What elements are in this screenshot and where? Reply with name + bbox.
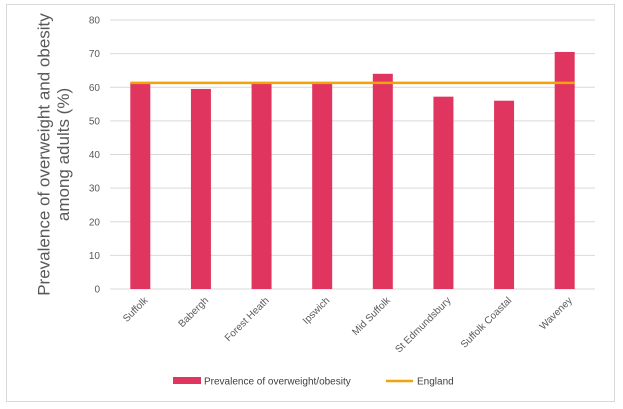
x-tick-label: St Edmundsbury <box>393 295 453 355</box>
x-tick-label: Mid Suffolk <box>350 295 393 338</box>
bar <box>494 100 515 289</box>
y-tick-label: 0 <box>94 285 100 296</box>
y-tick-label: 10 <box>89 251 101 262</box>
legend-label: Prevalence of overweight/obesity <box>204 377 351 388</box>
x-axis-ticks: Suffolk Babergh Forest Heath Ipswich Mid Suf… <box>121 295 575 356</box>
y-tick-label: 60 <box>89 83 101 94</box>
y-axis-label-line: among adults (%) <box>54 88 73 221</box>
y-tick-label: 50 <box>89 116 101 127</box>
y-tick-label: 80 <box>89 16 101 27</box>
y-tick-label: 20 <box>89 217 101 228</box>
y-tick-label: 40 <box>89 150 101 161</box>
y-axis-label: Prevalence of overweight and obesityamon… <box>35 13 74 296</box>
bar <box>190 88 211 290</box>
y-axis-ticks: 0 10 20 30 40 50 60 70 80 <box>89 16 101 296</box>
x-tick-label: Forest Heath <box>223 295 272 344</box>
y-axis-title: Prevalence of overweight and obesityamon… <box>35 13 74 296</box>
gridlines <box>110 19 595 290</box>
y-tick-label: 70 <box>89 49 101 60</box>
bar <box>554 51 575 289</box>
legend-swatch-bar <box>173 377 201 384</box>
bar <box>130 82 151 289</box>
bars <box>130 51 575 290</box>
x-tick-label: Babergh <box>177 295 212 330</box>
bar-chart: 0 10 20 30 40 50 60 70 80 Prevalence of overweig… <box>35 13 595 388</box>
y-axis-label-line: Prevalence of overweight and obesity <box>35 13 54 296</box>
bar <box>251 82 272 289</box>
legend: Prevalence of overweight/obesity England <box>173 377 454 388</box>
x-tick-label: Ipswich <box>301 295 332 326</box>
chart-frame: 0 10 20 30 40 50 60 70 80 Prevalence of overweig… <box>6 4 615 402</box>
x-tick-label: Suffolk Coastal <box>459 295 514 350</box>
bar <box>312 82 333 289</box>
legend-label: England <box>417 377 454 388</box>
x-tick-label: Waveney <box>538 295 575 332</box>
bar <box>372 73 393 289</box>
y-tick-label: 30 <box>89 184 101 195</box>
x-tick-label: Suffolk <box>121 295 151 325</box>
bar <box>433 96 454 289</box>
